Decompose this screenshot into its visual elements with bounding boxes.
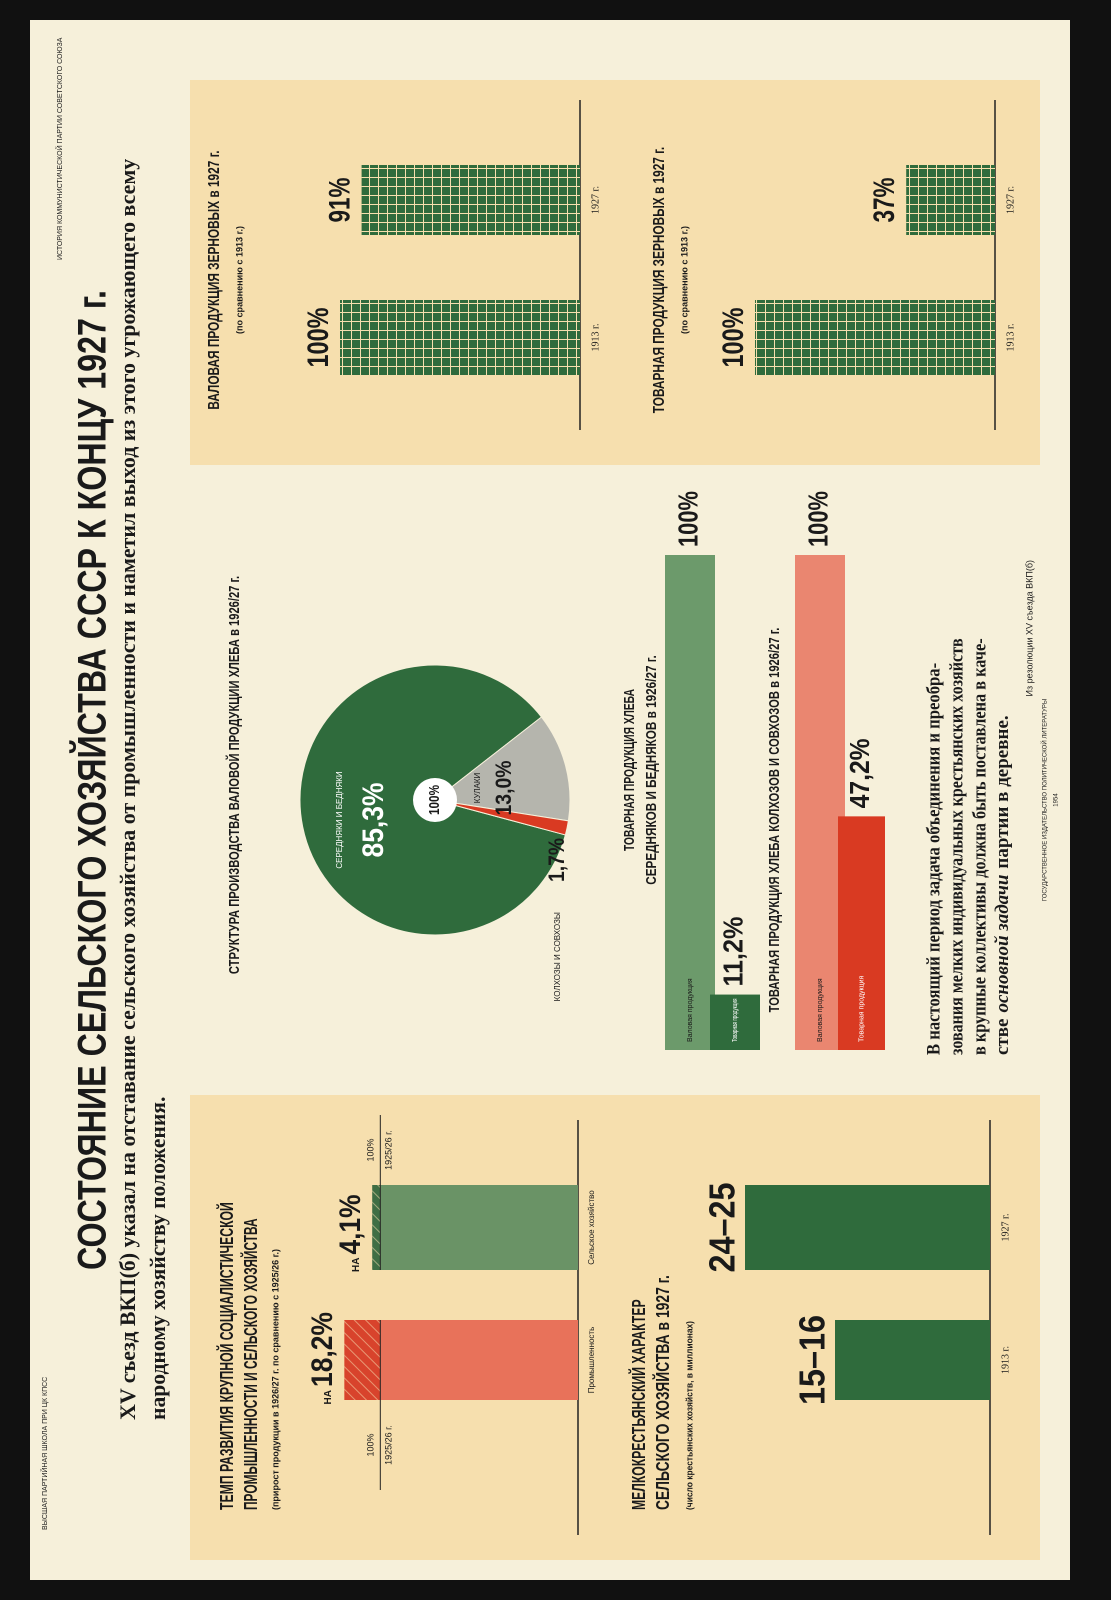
category-label: Промышленность <box>587 1327 596 1394</box>
slice-value: 13,0% <box>491 761 516 816</box>
bar <box>795 555 845 1050</box>
chart-title: ТОВАРНАЯ ПРОДУКЦИЯ ЗЕРНОВЫХ в 1927 г. <box>651 147 668 413</box>
base-year-label: 1925/26 г. <box>384 1130 394 1170</box>
bar <box>838 816 885 1050</box>
center-label: 100% <box>426 785 443 815</box>
quote-line: В настоящий период задача объединения и … <box>923 663 944 1055</box>
quote-emphasis: основной задачи <box>992 875 1013 1013</box>
category-label: Валовая продукция <box>687 978 694 1042</box>
value-prefix: НА <box>351 1258 362 1272</box>
bar <box>835 1320 990 1400</box>
panel-right <box>190 80 1040 465</box>
chart-title: СТРУКТУРА ПРОИЗВОДСТВА ВАЛОВОЙ ПРОДУКЦИИ… <box>225 576 243 974</box>
value-label: 11,2% <box>717 916 748 986</box>
value-label: 100% <box>302 308 335 368</box>
slice-label: СЕРЕДНЯКИ И БЕДНЯКИ <box>335 771 344 869</box>
quote-text: партии в деревне. <box>992 715 1013 868</box>
base-label: 100% <box>366 1138 376 1161</box>
category-label: 1913 г. <box>1005 324 1016 352</box>
chart-title: ПРОМЫШЛЕННОСТИ И СЕЛЬСКОГО ХОЗЯЙСТВА <box>240 1218 261 1510</box>
publisher: ВЫСШАЯ ПАРТИЙНАЯ ШКОЛА ПРИ ЦК КПСС <box>40 1377 49 1530</box>
category-label: 1927 г. <box>590 186 601 214</box>
quote-line: зования мелких индивидуальных крестьянск… <box>946 638 967 1055</box>
imprint: ГОСУДАРСТВЕННОЕ ИЗДАТЕЛЬСТВО ПОЛИТИЧЕСКО… <box>1041 699 1049 901</box>
hatch <box>344 1320 381 1400</box>
bar <box>745 1185 990 1270</box>
grid-pattern <box>340 300 580 375</box>
category-label: Сельское хозяйство <box>587 1190 596 1265</box>
slice-value: 1,7% <box>544 838 569 882</box>
chart-title: СЕЛЬСКОГО ХОЗЯЙСТВА в 1927 г. <box>652 1275 673 1510</box>
chart-title: МЕЛКОКРЕСТЬЯНСКИЙ ХАРАКТЕР <box>628 1299 649 1510</box>
poster-subtitle: народному хозяйству положения. <box>145 1097 170 1420</box>
chart-subtitle: (по сравнению с 1913 г.) <box>234 226 244 334</box>
value-label: 15–16 <box>792 1315 833 1405</box>
chart-title: ТОВАРНАЯ ПРОДУКЦИЯ ХЛЕБА КОЛХОЗОВ И СОВХ… <box>766 628 783 1013</box>
chart-title: ТЕМП РАЗВИТИЯ КРУПНОЙ СОЦИАЛИСТИЧЕСКОЙ <box>216 1202 237 1510</box>
value-label: 91% <box>324 178 357 223</box>
publisher: ИСТОРИЯ КОММУНИСТИЧЕСКОЙ ПАРТИИ СОВЕТСКО… <box>55 37 64 260</box>
value-label: 100% <box>672 491 703 547</box>
imprint: 1954 <box>1054 793 1060 807</box>
value-label: 100% <box>717 308 750 368</box>
category-label: 1927 г. <box>1000 1214 1011 1242</box>
poster-title: СОСТОЯНИЕ СЕЛЬСКОГО ХОЗЯЙСТВА СССР К КОН… <box>69 290 115 1270</box>
pie-center <box>413 778 457 822</box>
grid-pattern <box>361 165 580 235</box>
bar <box>665 555 715 1050</box>
value-label: 37% <box>868 178 901 223</box>
chart-subtitle: (число крестьянских хозяйств, в миллиона… <box>684 1321 694 1510</box>
chart-title: СЕРЕДНЯКОВ И БЕДНЯКОВ в 1926/27 г. <box>643 655 660 885</box>
category-label: 1913 г. <box>590 324 601 352</box>
grid-pattern <box>755 300 995 375</box>
value-label: 100% <box>802 491 833 547</box>
pie-slice <box>433 716 571 822</box>
slice-value: 85,3% <box>357 783 390 858</box>
bar <box>710 994 760 1050</box>
chart-subtitle: (по сравнению с 1913 г.) <box>679 226 689 334</box>
value-label: 24–25 <box>702 1183 743 1273</box>
slice-label: КУЛАКИ <box>473 772 482 803</box>
bar-base <box>380 1320 578 1400</box>
poster-subtitle: XV съезд ВКП(б) указал на отставание сел… <box>115 159 140 1420</box>
bar-base <box>380 1185 578 1270</box>
base-year-label: 1925/26 г. <box>384 1425 394 1465</box>
category-label: 1913 г. <box>1000 1346 1011 1374</box>
category-label: Валовая продукция <box>817 978 824 1042</box>
grid-pattern <box>906 165 996 235</box>
chart-title: ВАЛОВАЯ ПРОДУКЦИЯ ЗЕРНОВЫХ в 1927 г. <box>206 150 223 409</box>
category-label: 1927 г. <box>1005 186 1016 214</box>
quote-text: стве <box>992 1019 1013 1055</box>
slice-label: КОЛХОЗЫ И СОВХОЗЫ <box>553 912 562 1001</box>
hatch <box>372 1185 381 1270</box>
quote-source: Из резолюции XV съезда ВКП(б) <box>1024 560 1034 696</box>
chart-title: ТОВАРНАЯ ПРОДУКЦИЯ ХЛЕБА <box>621 689 638 851</box>
chart-subtitle: (прирост продукции в 1926/27 г. по сравн… <box>270 1249 280 1510</box>
quote-line: стве основной задачи партии в деревне. <box>992 715 1013 1055</box>
value-prefix: НА <box>323 1390 334 1404</box>
pie-slice <box>434 799 569 836</box>
quote-line: в крупные коллективы должна быть поставл… <box>969 638 990 1055</box>
category-label: Товарная продукция <box>732 998 739 1042</box>
value-label: 47,2% <box>844 738 875 808</box>
category-label: Товарная продукция <box>858 975 865 1042</box>
value-label: 18,2% <box>306 1312 339 1387</box>
base-label: 100% <box>366 1433 376 1456</box>
value-label: 4,1% <box>334 1195 367 1255</box>
